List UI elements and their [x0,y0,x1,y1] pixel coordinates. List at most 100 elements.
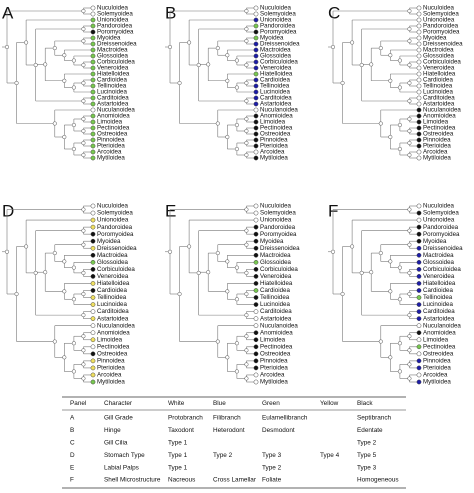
tip-state [90,41,96,47]
tree-node [215,121,220,126]
tree-node [244,140,249,146]
tip-state [90,358,96,364]
tree-node [244,152,249,158]
tip-state [90,316,96,321]
taxon-label: Tellinoidea [260,83,290,90]
tree-node [407,62,412,68]
tip-state [253,107,259,113]
tree-node [407,207,412,212]
tree-node [407,334,412,339]
table-cell: Foliate [262,477,282,484]
taxon-label: Arcoidea [423,149,448,156]
tip-state [90,274,96,279]
tip-state [90,17,96,23]
tree-node [244,242,249,247]
taxon-label: Corbiculoidea [260,59,298,66]
table-cell: Type 1 [168,439,188,446]
tree-node [206,62,211,67]
taxon-label: Glossoidea [423,259,455,266]
panel-label: C [328,3,340,22]
taxon-label: Hiatelloidea [423,71,456,78]
tip-state [416,379,422,385]
tree-node [52,251,57,256]
tip-state [90,137,96,143]
taxon-label: Corbiculoidea [423,59,461,66]
tree-node [350,244,355,249]
tip-state [416,89,422,95]
tip-state [416,245,422,251]
tip-state [90,143,96,149]
tree-node [407,313,412,318]
tree-node [378,339,383,344]
tip-state [253,35,259,41]
tip-state [416,155,422,161]
taxon-label: Pandoroidea [423,23,459,30]
tree-node [397,122,402,128]
tree-node [225,355,230,360]
tip-state [253,155,259,161]
tree-node [81,313,86,318]
taxon-label: Mytiloidea [423,155,451,162]
taxon-label: Mytiloidea [260,155,288,162]
taxon-label: Lucinoidea [97,89,127,96]
tree-node [244,98,249,104]
taxon-label: Solemyoidea [260,210,296,217]
tree-node [81,270,86,275]
table-header: Yellow [320,400,339,407]
tip-state [416,47,422,53]
tip-state [253,259,259,265]
tree-node [244,362,249,367]
tip-state [416,107,422,113]
tree-node [215,46,220,51]
taxon-label: Solemyoidea [97,11,133,18]
tip-state [416,337,422,343]
taxon-label: Poromyoidea [423,29,460,36]
table-cell: Type 2 [262,464,282,471]
table-cell: Filibranch [213,415,241,422]
tree-node [167,44,173,50]
tip-state [416,53,422,59]
table-header: Character [104,400,133,407]
tree-node [234,146,239,152]
taxon-label: Dreissenoidea [97,245,137,252]
tree-node [71,58,76,63]
tree-node [234,265,239,270]
tip-state [253,119,259,125]
tree-node [215,339,220,344]
taxon-label: Nuculoidea [423,5,455,12]
tree-node [234,58,239,63]
taxon-label: Veneroidea [423,273,455,280]
taxon-label: Pectinoidea [97,343,130,350]
tip-state [253,23,259,29]
tree-node [196,62,201,68]
tree-node [187,40,192,45]
tip-state [253,11,259,17]
tip-state [416,137,422,143]
taxon-label: Lucinoidea [97,301,127,308]
taxon-label: Unionoidea [423,217,455,224]
taxon-label: Limoidea [423,119,449,126]
tip-state [416,35,422,41]
tip-state [90,65,96,71]
taxon-label: Hiatelloidea [260,71,293,78]
taxon-label: Carditoidea [97,308,129,315]
tree-node [388,134,393,140]
tree-node [71,122,76,128]
tip-state [416,288,422,293]
taxon-label: Unionoidea [97,217,129,224]
taxon-label: Pterioidea [97,365,125,372]
taxon-label: Tellinoidea [97,294,127,301]
tip-state [90,330,96,336]
tip-state [416,119,422,125]
tip-state [90,83,96,89]
tip-state [253,113,259,119]
tree-node [234,369,239,374]
tip-state [253,83,259,89]
tip-state [90,89,96,95]
tip-state [416,5,422,11]
taxon-label: Pterioidea [97,143,125,150]
tree-node [378,251,383,256]
tip-state [416,23,422,29]
table-cell: Type 1 [168,464,188,471]
taxon-label: Arcoidea [260,149,285,156]
